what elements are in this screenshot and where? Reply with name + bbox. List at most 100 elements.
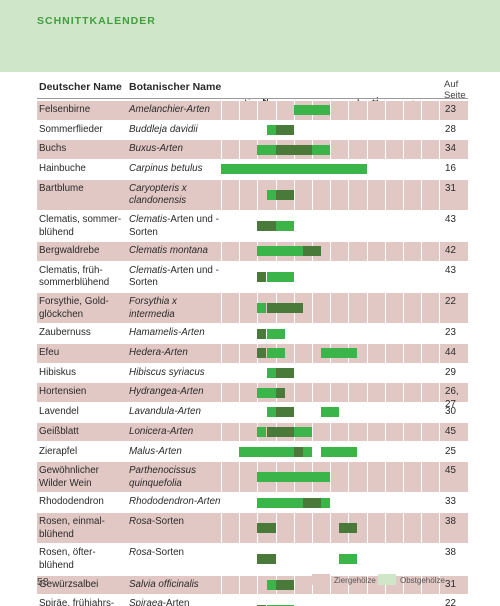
table-row: Rhododendron Rhododendron-Arten 33 — [37, 493, 468, 512]
botanical-italic: Carpinus betulus — [129, 163, 203, 175]
botanical-name: Hamamelis-Arten — [129, 327, 225, 340]
month-divider — [421, 363, 423, 383]
month-divider — [439, 403, 441, 422]
table-row: Buchs Buxus-Arten 34 — [37, 140, 468, 159]
botanical-name: Forsythia x intermedia — [129, 296, 225, 321]
month-divider — [330, 293, 332, 324]
month-divider — [384, 403, 386, 422]
period-bar — [321, 446, 358, 457]
month-divider — [439, 442, 441, 461]
botanical-name: Rosa-Sorten — [129, 516, 225, 529]
month-divider — [221, 324, 222, 343]
month-divider — [312, 363, 313, 383]
month-divider — [403, 493, 404, 512]
month-divider — [403, 179, 404, 210]
month-divider — [439, 513, 441, 544]
month-divider — [239, 422, 241, 442]
period-bar — [257, 303, 267, 314]
month-divider — [330, 383, 332, 402]
month-divider — [421, 403, 423, 422]
header-band — [0, 0, 500, 72]
german-name: Rosen, öfter-blühend — [39, 547, 96, 571]
table-row: Clematis, sommer-blühend Clematis-Arten u… — [37, 211, 468, 241]
period-bar — [339, 523, 358, 534]
month-divider — [384, 293, 386, 324]
month-divider — [403, 544, 404, 575]
month-divider — [403, 140, 404, 159]
period-bar — [339, 554, 358, 565]
page-ref: 26, 27 — [445, 386, 459, 410]
page-ref: 25 — [445, 445, 456, 457]
month-divider — [312, 179, 313, 210]
month-divider — [421, 493, 423, 512]
month-divider — [330, 363, 332, 383]
month-divider — [439, 344, 441, 363]
month-divider — [421, 160, 423, 179]
botanical-name: Spiraea-Arten — [129, 598, 225, 606]
month-divider — [312, 324, 313, 343]
period-bar — [257, 246, 303, 257]
month-divider — [275, 513, 277, 544]
month-divider — [439, 595, 441, 606]
month-divider — [421, 120, 423, 140]
header-rule — [37, 98, 468, 99]
month-divider — [293, 344, 295, 363]
german-name: Gewöhnlicher Wilder Wein — [39, 465, 99, 489]
german-name: Efeu — [39, 347, 60, 358]
month-divider — [330, 513, 332, 544]
period-bar — [221, 164, 367, 175]
month-divider — [348, 242, 350, 261]
page-ref: 22 — [445, 598, 456, 606]
month-divider — [275, 595, 277, 606]
col-header-german: Deutscher Name — [39, 81, 122, 93]
month-divider — [330, 211, 332, 241]
month-divider — [403, 595, 404, 606]
period-bar — [266, 303, 303, 314]
period-bar — [302, 246, 322, 257]
table-row: Felsenbirne Amelanchier-Arten 23 — [37, 101, 468, 120]
botanical-italic: Clematis — [129, 214, 168, 225]
month-divider — [348, 101, 350, 120]
month-divider — [403, 101, 404, 120]
month-divider — [384, 595, 386, 606]
botanical-suffix: -Arten — [162, 598, 190, 606]
month-divider — [293, 261, 295, 292]
month-divider — [366, 493, 368, 512]
month-divider — [348, 422, 350, 442]
legend-swatch-zier — [312, 574, 330, 585]
month-divider — [403, 324, 404, 343]
month-divider — [439, 575, 441, 594]
table-row: Efeu Hedera-Arten 44 — [37, 344, 468, 363]
month-divider — [439, 493, 441, 512]
month-divider — [384, 211, 386, 241]
botanical-italic: Malus-Arten — [129, 445, 182, 457]
period-bar — [257, 523, 276, 534]
month-divider — [384, 242, 386, 261]
month-divider — [348, 595, 350, 606]
period-bar — [293, 105, 331, 116]
month-divider — [312, 595, 313, 606]
month-divider — [421, 344, 423, 363]
month-divider — [403, 261, 404, 292]
table-row: Lavendel Lavandula-Arten 30 — [37, 403, 468, 422]
botanical-name: Hydrangea-Arten — [129, 386, 225, 399]
month-divider — [421, 513, 423, 544]
period-bar — [266, 367, 276, 378]
period-bar — [275, 407, 294, 418]
german-name: Sommerflieder — [39, 123, 103, 135]
botanical-italic: Buxus-Arten — [129, 143, 183, 155]
month-divider — [366, 293, 368, 324]
month-divider — [366, 383, 368, 402]
botanical-italic: Caryopteris x clandonensis — [129, 182, 187, 207]
month-divider — [384, 179, 386, 210]
period-bar — [275, 221, 294, 231]
period-bar — [266, 427, 294, 438]
page-ref: 30 — [445, 406, 456, 418]
month-divider — [348, 575, 350, 594]
month-divider — [403, 462, 404, 493]
month-divider — [312, 513, 313, 544]
month-divider — [384, 442, 386, 461]
month-divider — [239, 261, 241, 292]
month-divider — [421, 422, 423, 442]
month-divider — [312, 120, 313, 140]
